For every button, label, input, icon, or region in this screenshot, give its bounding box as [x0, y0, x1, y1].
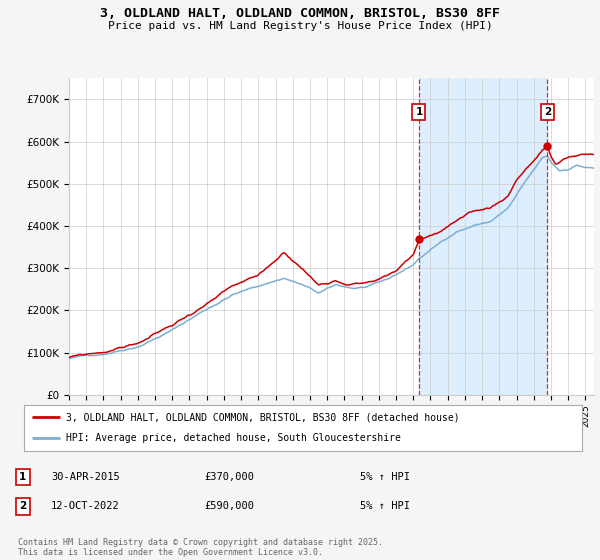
Text: Contains HM Land Registry data © Crown copyright and database right 2025.
This d: Contains HM Land Registry data © Crown c… — [18, 538, 383, 557]
Text: Price paid vs. HM Land Registry's House Price Index (HPI): Price paid vs. HM Land Registry's House … — [107, 21, 493, 31]
Text: 5% ↑ HPI: 5% ↑ HPI — [360, 472, 410, 482]
Text: 12-OCT-2022: 12-OCT-2022 — [51, 501, 120, 511]
Text: HPI: Average price, detached house, South Gloucestershire: HPI: Average price, detached house, Sout… — [66, 433, 401, 444]
Bar — [419, 78, 547, 395]
Text: £590,000: £590,000 — [204, 501, 254, 511]
Text: £370,000: £370,000 — [204, 472, 254, 482]
Text: 3, OLDLAND HALT, OLDLAND COMMON, BRISTOL, BS30 8FF: 3, OLDLAND HALT, OLDLAND COMMON, BRISTOL… — [100, 7, 500, 20]
Text: 5% ↑ HPI: 5% ↑ HPI — [360, 501, 410, 511]
Text: 3, OLDLAND HALT, OLDLAND COMMON, BRISTOL, BS30 8FF (detached house): 3, OLDLAND HALT, OLDLAND COMMON, BRISTOL… — [66, 412, 460, 422]
Text: 1: 1 — [415, 106, 422, 116]
Text: 2: 2 — [544, 106, 551, 116]
Text: 1: 1 — [19, 472, 26, 482]
Text: 2: 2 — [19, 501, 26, 511]
Text: 30-APR-2015: 30-APR-2015 — [51, 472, 120, 482]
